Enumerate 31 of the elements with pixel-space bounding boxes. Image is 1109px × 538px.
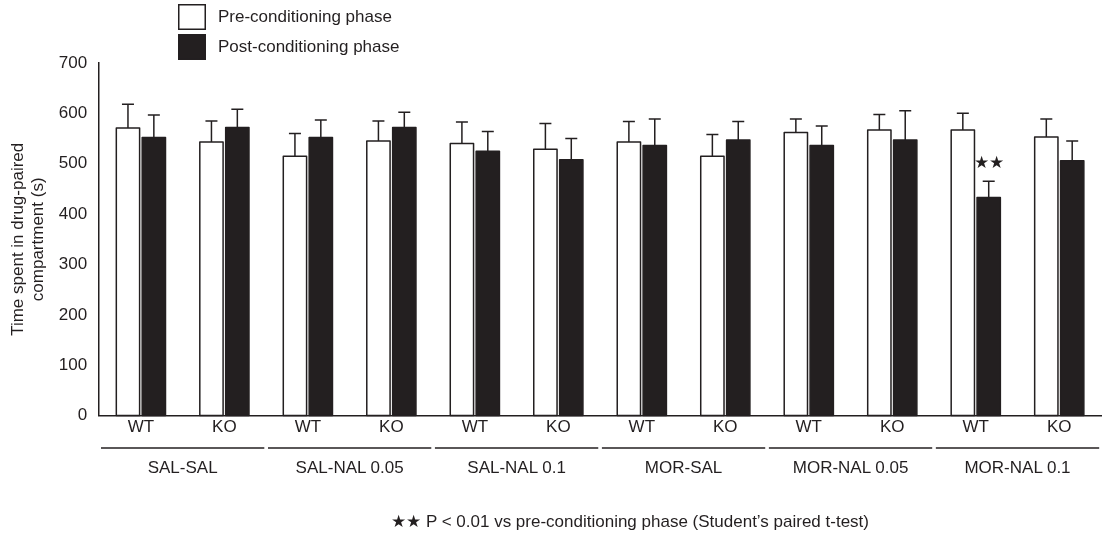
text: MOR-NAL 0.05 <box>792 458 909 478</box>
y-axis-title: Time spent in drug-paired compartment (s) <box>7 142 48 336</box>
text: MOR-SAL <box>644 458 723 478</box>
text: SAL-NAL 0.05 <box>295 458 404 478</box>
text: SAL-SAL <box>147 458 218 478</box>
y-tick-label: 0 <box>77 405 88 425</box>
x-tick-label: WT <box>628 417 656 437</box>
x-tick-label: KO <box>1046 417 1072 437</box>
x-tick-label: KO <box>379 417 404 437</box>
y-tick-label: 200 <box>58 304 88 324</box>
x-tick-label: WT <box>461 417 489 437</box>
legend-label: Pre-conditioning phase <box>218 7 392 27</box>
x-tick-label: WT <box>127 417 155 437</box>
y-tick-label: 400 <box>58 203 88 223</box>
x-tick-label: WT <box>294 417 322 437</box>
x-tick-label: KO <box>212 417 237 437</box>
text: SAL-NAL 0.1 <box>467 458 566 478</box>
y-tick-label: 300 <box>58 254 88 274</box>
y-tick-label: 600 <box>58 103 88 123</box>
y-tick-label: 500 <box>58 153 88 173</box>
x-tick-label: KO <box>880 417 905 437</box>
x-tick-label: KO <box>546 417 571 437</box>
y-tick-label: 700 <box>58 52 88 72</box>
y-tick-label: 100 <box>58 354 88 374</box>
x-tick-label: WT <box>795 417 823 437</box>
legend-label: Post-conditioning phase <box>218 37 400 57</box>
text: ★★ P < 0.01 vs pre-conditioning phase (Student’s paired t-test) <box>391 512 869 532</box>
x-tick-label: KO <box>713 417 738 437</box>
text: MOR-NAL 0.1 <box>964 458 1071 478</box>
x-tick-label: WT <box>962 417 989 437</box>
data-label: ★★ <box>973 152 1004 172</box>
